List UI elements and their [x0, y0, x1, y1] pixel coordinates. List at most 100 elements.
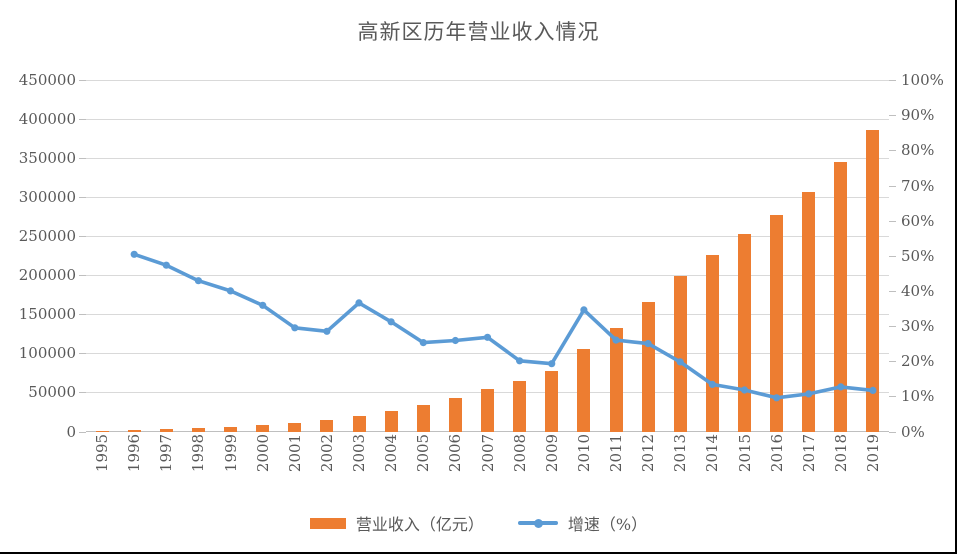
left-axis-tick-label: 400000 [18, 110, 76, 129]
revenue-bar [352, 415, 366, 432]
legend-line-label: 增速（%） [567, 515, 648, 534]
revenue-bar [577, 349, 591, 432]
gridline [86, 275, 889, 277]
revenue-bar [770, 215, 784, 432]
left-axis-tick-mark [79, 314, 86, 316]
growth-line-marker [130, 250, 138, 258]
left-axis-tick-label: 350000 [18, 149, 76, 168]
left-axis-tick-label: 200000 [18, 266, 76, 285]
left-axis-tick-mark [79, 353, 86, 355]
revenue-bar [448, 398, 462, 432]
revenue-bar [545, 370, 559, 432]
growth-line-marker [162, 261, 170, 269]
left-axis-tick-label: 0 [66, 422, 76, 441]
right-axis-tick-label: 40% [901, 281, 935, 300]
left-axis-tick-label: 450000 [18, 71, 76, 89]
growth-line-marker [644, 340, 652, 348]
right-axis-tick-mark [889, 185, 896, 187]
growth-line-path [132, 252, 875, 400]
growth-line-marker [259, 301, 267, 309]
growth-line-marker [419, 339, 427, 347]
right-axis-tick-mark [889, 150, 896, 152]
left-axis-tick-mark [79, 392, 86, 394]
revenue-bar [127, 430, 141, 432]
revenue-bar [738, 234, 751, 432]
revenue-bar [481, 389, 494, 432]
revenue-bar [416, 405, 430, 432]
growth-line-marker [773, 394, 781, 402]
left-axis-tick-mark [79, 275, 86, 277]
right-axis-tick-mark [889, 255, 896, 257]
legend-line-marker-icon [533, 518, 543, 528]
right-axis-tick-label: 20% [901, 352, 935, 371]
legend-bar-label: 营业收入（亿元） [355, 515, 484, 534]
gridline [86, 197, 889, 199]
growth-line-marker [740, 386, 749, 394]
growth-line-series [130, 250, 877, 402]
left-axis-tick-mark [79, 236, 86, 238]
right-axis-tick-label: 90% [901, 106, 935, 125]
right-axis-tick-mark [889, 80, 896, 81]
left-axis-tick-mark [79, 158, 86, 160]
gridline [86, 80, 889, 81]
growth-line-marker [194, 277, 202, 285]
growth-line-marker [548, 360, 556, 368]
growth-line-marker [805, 390, 813, 398]
left-axis-tick-label: 150000 [18, 305, 76, 324]
revenue-bar [224, 426, 237, 432]
right-axis-tick-mark [889, 396, 896, 398]
revenue-bar [159, 429, 173, 432]
left-axis-tick-label: 250000 [18, 227, 76, 246]
revenue-bar [609, 327, 623, 432]
growth-line-marker [612, 336, 620, 344]
legend-line-swatch-icon [517, 518, 558, 528]
growth-line-marker [516, 357, 524, 365]
legend-bar-swatch-icon [309, 517, 346, 529]
right-axis-tick-label: 10% [901, 387, 935, 406]
right-axis-tick-mark [889, 326, 896, 328]
gridline [86, 353, 889, 355]
growth-line-marker [323, 327, 331, 335]
right-axis-tick-label: 0% [901, 422, 925, 441]
right-axis-tick-label: 50% [901, 246, 935, 265]
revenue-bar [673, 275, 687, 432]
right-axis-tick-label: 60% [901, 211, 935, 230]
screenshot-border-right [955, 0, 957, 554]
gridline [86, 119, 889, 121]
revenue-bar [320, 420, 334, 432]
legend: 营业收入（亿元） 增速（%） [0, 511, 957, 535]
revenue-bar [513, 380, 527, 432]
growth-line-marker [869, 386, 877, 394]
revenue-bar [834, 161, 848, 432]
left-axis-tick-mark [79, 197, 86, 199]
growth-line-marker [676, 358, 684, 366]
gridline [86, 236, 889, 238]
right-axis-tick-label: 70% [901, 176, 935, 195]
revenue-bar [802, 192, 816, 432]
right-axis-tick-mark [889, 220, 896, 222]
right-axis-tick-mark [889, 431, 896, 433]
revenue-bar [384, 410, 398, 432]
growth-line-marker [580, 306, 588, 314]
gridline [86, 158, 889, 160]
growth-line-marker [483, 333, 492, 341]
growth-line-marker [708, 380, 716, 388]
revenue-bar [288, 422, 302, 432]
revenue-bar [95, 430, 109, 432]
growth-line-marker [387, 318, 395, 326]
right-axis-tick-mark [889, 290, 896, 292]
revenue-bar [866, 130, 880, 432]
screenshot-border-bottom [0, 552, 957, 554]
right-axis-tick-mark [889, 361, 896, 363]
right-axis-tick-mark [889, 115, 896, 117]
revenue-bar [705, 255, 719, 432]
gridline [86, 314, 889, 316]
growth-line-marker [837, 383, 845, 391]
growth-line-marker [291, 324, 299, 332]
growth-line-marker [451, 336, 459, 345]
right-axis-tick-label: 80% [901, 141, 935, 160]
left-axis-tick-label: 100000 [18, 344, 76, 363]
left-axis-tick-mark [79, 80, 86, 81]
right-axis-tick-label: 100% [901, 71, 944, 89]
